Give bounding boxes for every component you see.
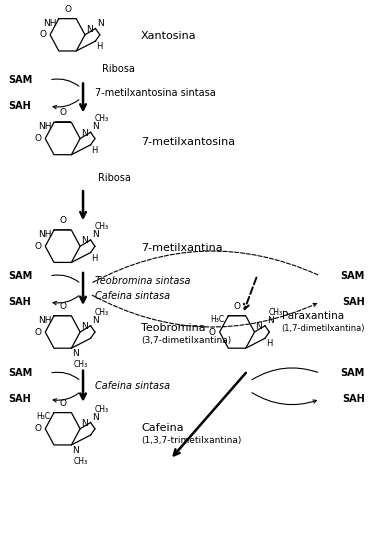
Text: N: N (81, 419, 88, 428)
Text: N: N (81, 236, 88, 245)
Text: SAH: SAH (8, 101, 31, 111)
Text: N: N (93, 316, 99, 325)
Text: SAH: SAH (342, 394, 365, 404)
Text: N: N (93, 122, 99, 131)
Text: O: O (35, 328, 41, 337)
Text: H: H (266, 339, 272, 348)
Text: Cafeina: Cafeina (141, 422, 184, 433)
Text: SAM: SAM (8, 271, 33, 281)
Text: N: N (86, 25, 93, 34)
Text: H: H (91, 253, 98, 263)
Text: H₃C: H₃C (36, 412, 50, 421)
Text: Teobromina sintasa: Teobromina sintasa (94, 276, 190, 286)
Text: O: O (209, 328, 216, 337)
Text: N: N (81, 129, 88, 138)
Text: O: O (35, 424, 41, 433)
Text: (1,7-dimetilxantina): (1,7-dimetilxantina) (281, 324, 365, 334)
Text: 7-metilxantosina: 7-metilxantosina (141, 137, 235, 147)
Text: O: O (59, 216, 66, 225)
Text: N: N (255, 322, 262, 331)
Text: N: N (81, 322, 88, 331)
Text: 7-metilxantosina sintasa: 7-metilxantosina sintasa (94, 88, 215, 98)
Text: NH: NH (38, 122, 52, 131)
Text: O: O (39, 30, 46, 39)
Text: O: O (59, 399, 66, 408)
Text: O: O (35, 242, 41, 251)
Text: SAH: SAH (342, 297, 365, 307)
Text: CH₃: CH₃ (269, 308, 283, 317)
Text: SAM: SAM (341, 368, 365, 378)
Text: N: N (93, 230, 99, 239)
Text: Paraxantina: Paraxantina (281, 311, 344, 321)
Text: SAM: SAM (8, 368, 33, 378)
Text: CH₃: CH₃ (94, 308, 109, 317)
Text: H: H (91, 146, 98, 155)
Text: CH₃: CH₃ (73, 360, 88, 369)
Text: NH: NH (38, 316, 52, 325)
Text: N: N (93, 413, 99, 421)
Text: H: H (96, 42, 103, 51)
Text: 7-metilxantina: 7-metilxantina (141, 243, 223, 253)
Text: Xantosina: Xantosina (141, 31, 197, 40)
Text: Ribosa: Ribosa (103, 63, 135, 74)
Text: SAH: SAH (8, 394, 31, 404)
Text: CH₃: CH₃ (73, 457, 88, 466)
Text: N: N (72, 349, 79, 358)
Text: O: O (64, 5, 71, 13)
Text: H₃C: H₃C (210, 315, 225, 324)
Text: Cafeina sintasa: Cafeina sintasa (94, 381, 170, 391)
Text: O: O (59, 108, 66, 117)
Text: N: N (98, 18, 104, 27)
Text: Ribosa: Ribosa (98, 173, 131, 183)
Text: CH₃: CH₃ (94, 405, 109, 414)
Text: Cafeina sintasa: Cafeina sintasa (94, 291, 170, 301)
Text: SAM: SAM (341, 271, 365, 281)
Text: SAH: SAH (8, 297, 31, 307)
Text: (3,7-dimetilxantina): (3,7-dimetilxantina) (141, 336, 232, 345)
Text: O: O (59, 302, 66, 311)
Text: SAM: SAM (8, 75, 33, 85)
Text: N: N (267, 316, 274, 325)
Text: CH₃: CH₃ (94, 222, 109, 231)
Text: CH₃: CH₃ (94, 114, 109, 123)
Text: O: O (233, 302, 240, 311)
Text: N: N (72, 446, 79, 455)
Text: (1,3,7-trimetilxantina): (1,3,7-trimetilxantina) (141, 436, 242, 445)
Text: O: O (35, 134, 41, 143)
Text: Teobromina: Teobromina (141, 323, 206, 333)
Text: NH: NH (38, 230, 52, 239)
Text: NH: NH (43, 19, 57, 27)
